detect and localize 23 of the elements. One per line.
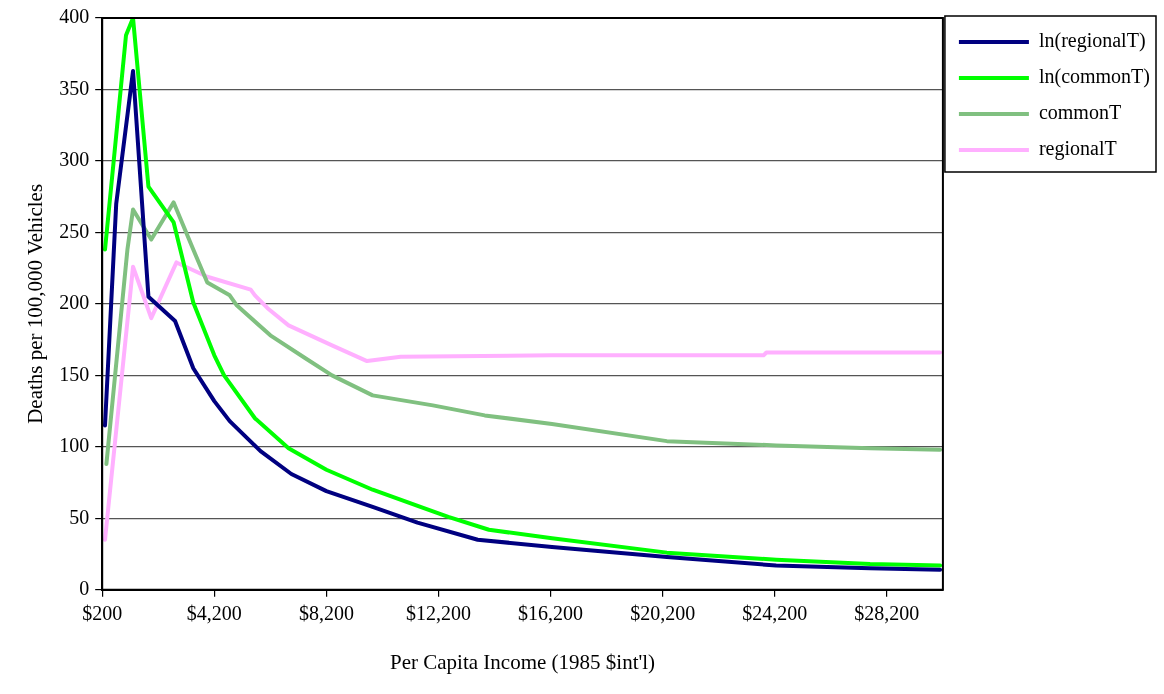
legend-label: commonT [1038,101,1122,124]
legend-label: regionalT [1038,137,1117,161]
y-tick-label: 200 [59,291,90,314]
y-axis-title: Deaths per 100,000 Vehicles [23,183,48,424]
y-tick-label: 350 [59,76,90,99]
y-tick-label: 250 [59,219,90,242]
x-tick-label: $16,200 [518,602,584,625]
y-tick-label: 400 [59,5,90,28]
y-tick-label: 100 [59,434,90,457]
y-tick-label: 300 [59,148,90,171]
y-tick-label: 50 [69,505,90,528]
legend-label: ln(regionalT) [1038,29,1146,53]
x-tick-label: $28,200 [854,602,920,625]
x-tick-label: $4,200 [186,602,242,625]
y-tick-label: 150 [59,362,90,385]
x-tick-label: $12,200 [405,602,471,625]
x-axis-title: Per Capita Income (1985 $int'l) [390,649,656,674]
legend-label: ln(commonT) [1038,65,1151,89]
x-tick-label: $20,200 [630,602,696,625]
y-tick-label: 0 [79,577,90,600]
x-tick-label: $200 [82,602,123,625]
x-tick-label: $24,200 [742,602,808,625]
x-tick-label: $8,200 [298,602,354,625]
